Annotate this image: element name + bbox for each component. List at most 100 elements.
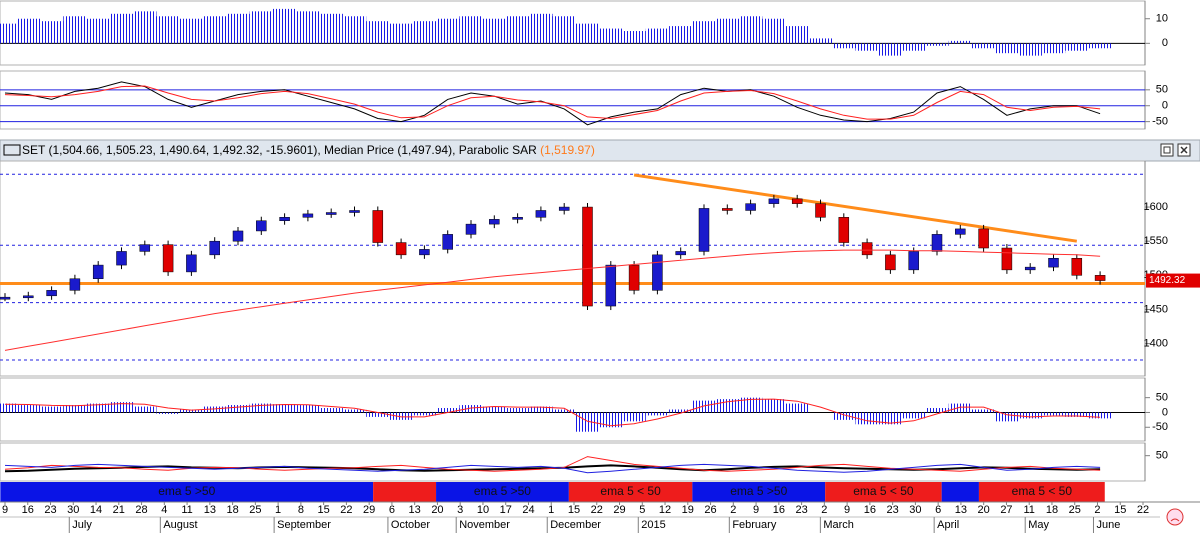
maximize-button[interactable] [1160, 143, 1174, 157]
candle [69, 278, 81, 291]
ribbon-segment [825, 482, 942, 502]
day-label: 15 [318, 504, 330, 516]
day-label: 22 [591, 504, 603, 516]
day-label: 25 [249, 504, 261, 516]
ribbon-label: ema 5 >50 [474, 484, 531, 498]
day-label: 16 [22, 504, 34, 516]
histogram-bar [1088, 43, 1112, 49]
histogram-bar [925, 408, 949, 413]
y-tick-label: -50 [1152, 421, 1168, 433]
histogram-bar [692, 400, 716, 413]
month-label: December [550, 519, 601, 531]
candle [768, 198, 780, 204]
y-tick-label: 10 [1156, 13, 1168, 25]
y-tick-label: 50 [1156, 84, 1168, 96]
histogram-bar [1041, 43, 1066, 54]
month-label: June [1096, 519, 1120, 531]
day-label: 16 [773, 504, 785, 516]
histogram-bar [785, 26, 809, 44]
candle [232, 230, 244, 242]
candle [0, 296, 11, 300]
day-label: 27 [1000, 504, 1012, 516]
histogram-bar [832, 412, 856, 420]
ribbon-label: ema 5 < 50 [1012, 484, 1073, 498]
indicator-line [4, 249, 1101, 351]
candle [861, 242, 873, 256]
day-label: 2 [1094, 504, 1100, 516]
day-label: 29 [613, 504, 625, 516]
month-label: April [937, 519, 959, 531]
trend-line [633, 173, 1078, 243]
day-label: 21 [113, 504, 125, 516]
histogram-bar [63, 16, 87, 44]
candle [1048, 258, 1059, 268]
histogram-bar [0, 23, 17, 44]
day-label: 26 [704, 504, 716, 516]
histogram-bar [1065, 43, 1089, 51]
day-label: 6 [389, 504, 395, 516]
candle [46, 290, 57, 297]
day-label: 22 [340, 504, 352, 516]
candle [628, 264, 640, 291]
ribbon-segment [436, 482, 569, 502]
candle [162, 244, 174, 273]
y-tick-label: 1550 [1144, 235, 1168, 247]
histogram-bar [902, 412, 926, 419]
histogram-bar [948, 40, 972, 44]
y-tick-label: 0 [1162, 100, 1168, 112]
histogram-bar [273, 8, 297, 44]
candle [92, 264, 104, 279]
histogram-bar [179, 18, 204, 44]
y-tick-label: 50 [1156, 450, 1168, 462]
month-label: 2015 [641, 519, 665, 531]
ribbon-label: ema 5 >50 [158, 484, 215, 498]
histogram-bar [226, 13, 250, 44]
histogram-bar [63, 405, 87, 413]
ribbon-label: ema 5 < 50 [600, 484, 661, 498]
histogram-bar [785, 403, 809, 413]
histogram-bar [552, 409, 576, 413]
histogram-bar [16, 18, 40, 44]
day-label: 9 [753, 504, 759, 516]
day-label: 17 [500, 504, 512, 516]
histogram-bar [878, 412, 903, 425]
candle [745, 203, 756, 211]
day-label: 20 [978, 504, 990, 516]
month-label: November [459, 519, 510, 531]
histogram-bar [342, 16, 367, 44]
candle [302, 213, 314, 218]
day-label: 23 [44, 504, 56, 516]
candle [279, 217, 290, 221]
day-label: 13 [955, 504, 967, 516]
maximize-icon [1163, 146, 1171, 154]
histogram-bar [1041, 412, 1066, 416]
candle [791, 198, 803, 204]
histogram-bar [412, 412, 437, 416]
candle [23, 295, 34, 299]
y-tick-label: 0 [1162, 406, 1168, 418]
histogram-bar [273, 404, 297, 413]
day-label: 15 [1114, 504, 1126, 516]
candle [582, 206, 593, 307]
histogram-bar [249, 403, 273, 413]
y-tick-label: 1400 [1144, 338, 1168, 350]
histogram-bar [925, 43, 949, 46]
y-tick-label: 0 [1162, 37, 1168, 49]
candle [908, 251, 919, 271]
day-label: 20 [431, 504, 443, 516]
day-label: 5 [639, 504, 645, 516]
histogram-bar [622, 412, 646, 422]
histogram-bar [366, 412, 390, 417]
day-label: 19 [682, 504, 694, 516]
day-label: 18 [1046, 504, 1058, 516]
day-label: 10 [477, 504, 489, 516]
status-icon[interactable] [1166, 508, 1184, 526]
candle [372, 210, 384, 243]
ribbon-segment [941, 482, 979, 502]
day-label: 11 [1023, 504, 1034, 516]
histogram-bar [40, 406, 64, 413]
candle [349, 210, 360, 213]
histogram-bar [179, 409, 204, 413]
ribbon-segment [0, 482, 374, 502]
